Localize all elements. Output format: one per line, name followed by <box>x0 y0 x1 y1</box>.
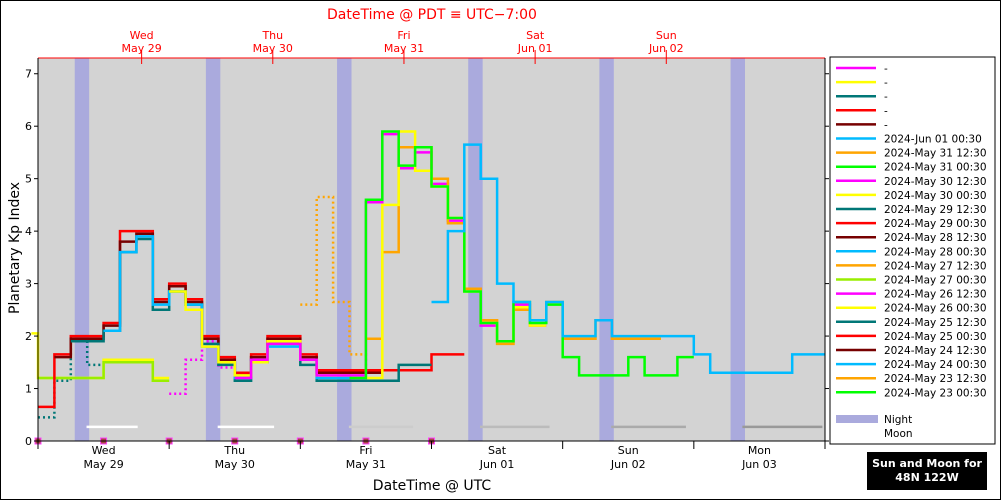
legend-swatch <box>836 429 878 437</box>
y-tick-label: 0 <box>25 435 32 448</box>
legend-label: 2024-May 29 00:30 <box>884 218 987 230</box>
y-tick-label: 5 <box>25 173 32 186</box>
top-tick-day-label: Sat <box>526 29 545 42</box>
y-axis-label: Planetary Kp Index <box>7 182 23 314</box>
x-tick-day-label: Mon <box>748 444 771 457</box>
y-tick-label: 3 <box>25 278 32 291</box>
x-tick-day-label: Thu <box>223 444 245 457</box>
y-tick-label: 1 <box>25 383 32 396</box>
night-band <box>468 58 483 441</box>
top-tick-day-label: Fri <box>397 29 410 42</box>
top-tick-date-label: Jun 02 <box>648 42 684 55</box>
chart-title: DateTime @ PDT ≡ UTC−7:00 <box>327 7 537 23</box>
x-tick-day-label: Fri <box>359 444 372 457</box>
legend-label: 2024-May 31 12:30 <box>884 148 987 160</box>
kp-series-line <box>38 361 170 382</box>
legend-label: - <box>884 63 888 75</box>
top-tick-date-label: Jun 01 <box>517 42 553 55</box>
top-tick-date-label: May 31 <box>384 42 424 55</box>
x-tick-date-label: May 31 <box>346 458 386 471</box>
x-axis-label: DateTime @ UTC <box>373 478 492 494</box>
night-band <box>74 58 90 441</box>
sun-moon-badge: Sun and Moon for 48N 122W <box>867 452 987 490</box>
y-tick-label: 2 <box>25 330 32 343</box>
sun-moon-line1: Sun and Moon for <box>872 457 982 470</box>
legend-label: 2024-May 30 12:30 <box>884 176 987 188</box>
night-band <box>730 58 745 441</box>
kp-series-line <box>431 143 825 375</box>
y-tick-label: 6 <box>25 120 32 133</box>
legend-label: 2024-May 26 12:30 <box>884 289 987 301</box>
x-tick-date-label: May 29 <box>83 458 123 471</box>
kp-series-line <box>54 232 383 377</box>
legend-label: 2024-May 28 00:30 <box>884 246 987 258</box>
y-tick-label: 7 <box>25 68 32 81</box>
legend-label: 2024-May 27 12:30 <box>884 260 987 272</box>
plot-background <box>38 58 825 441</box>
x-tick-day-label: Sat <box>488 444 507 457</box>
legend-label: - <box>884 119 888 131</box>
top-tick-day-label: Sun <box>656 29 677 42</box>
night-band <box>599 58 614 441</box>
night-band <box>337 58 352 441</box>
x-tick-date-label: Jun 02 <box>610 458 646 471</box>
legend-label: 2024-May 30 00:30 <box>884 190 987 202</box>
x-tick-date-label: May 30 <box>215 458 255 471</box>
legend-label: 2024-May 28 12:30 <box>884 232 987 244</box>
top-tick-day-label: Wed <box>130 29 154 42</box>
legend-label: 2024-May 23 00:30 <box>884 387 987 399</box>
top-tick-day-label: Thu <box>261 29 283 42</box>
night-band <box>205 58 221 441</box>
sun-moon-line2: 48N 122W <box>895 471 959 484</box>
x-tick-day-label: Sun <box>618 444 639 457</box>
legend-label: 2024-May 27 00:30 <box>884 275 987 287</box>
kp-series-line <box>169 340 235 396</box>
legend-label: 2024-May 25 00:30 <box>884 331 987 343</box>
y-tick-label: 4 <box>25 225 32 238</box>
legend-label: Moon <box>884 428 913 440</box>
legend-label: 2024-Jun 01 00:30 <box>884 134 982 146</box>
legend-label: 2024-May 24 00:30 <box>884 359 987 371</box>
legend-label: - <box>884 105 888 117</box>
legend-label: 2024-May 23 12:30 <box>884 373 987 385</box>
legend-label: 2024-May 29 12:30 <box>884 204 987 216</box>
top-tick-date-label: May 30 <box>253 42 293 55</box>
kp-series-line <box>349 130 694 380</box>
legend-label: 2024-May 26 00:30 <box>884 303 987 315</box>
legend-label: 2024-May 24 12:30 <box>884 345 987 357</box>
x-tick-date-label: Jun 01 <box>479 458 515 471</box>
legend-label: 2024-May 25 12:30 <box>884 317 987 329</box>
top-tick-date-label: May 29 <box>121 42 161 55</box>
kp-series-line <box>300 195 368 371</box>
x-tick-date-label: Jun 03 <box>741 458 777 471</box>
legend-label: - <box>884 91 888 103</box>
legend-swatch <box>836 415 878 423</box>
x-tick-day-label: Wed <box>92 444 116 457</box>
legend-label: 2024-May 31 00:30 <box>884 162 987 174</box>
legend: - - - - - 2024-Jun 01 00:30 2024-May 31 12:30 2… <box>829 56 996 445</box>
legend-label: Night <box>884 414 912 426</box>
legend-label: - <box>884 77 888 89</box>
